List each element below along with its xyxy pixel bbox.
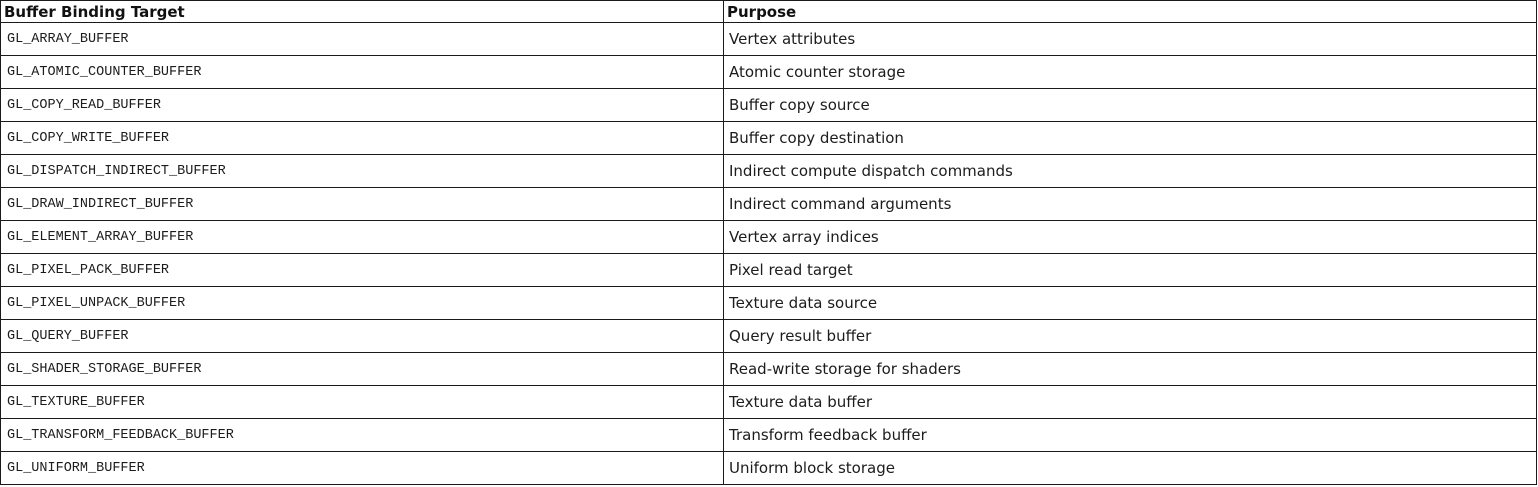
- purpose-cell: Vertex array indices: [723, 220, 1537, 254]
- binding-target-cell: GL_TRANSFORM_FEEDBACK_BUFFER: [0, 418, 724, 452]
- binding-target-cell: GL_COPY_WRITE_BUFFER: [0, 121, 724, 155]
- binding-target-cell: GL_PIXEL_UNPACK_BUFFER: [0, 286, 724, 320]
- table-header-row: Buffer Binding Target Purpose: [0, 0, 1537, 23]
- purpose-cell: Texture data source: [723, 286, 1537, 320]
- purpose-cell: Query result buffer: [723, 319, 1537, 353]
- binding-target-cell: GL_TEXTURE_BUFFER: [0, 385, 724, 419]
- table-row: GL_ATOMIC_COUNTER_BUFFER Atomic counter …: [0, 55, 1537, 89]
- table-row: GL_TRANSFORM_FEEDBACK_BUFFER Transform f…: [0, 418, 1537, 452]
- table-row: GL_DRAW_INDIRECT_BUFFER Indirect command…: [0, 187, 1537, 221]
- purpose-cell: Indirect compute dispatch commands: [723, 154, 1537, 188]
- binding-target-cell: GL_QUERY_BUFFER: [0, 319, 724, 353]
- purpose-cell: Texture data buffer: [723, 385, 1537, 419]
- table-row: GL_ARRAY_BUFFER Vertex attributes: [0, 22, 1537, 56]
- binding-target-cell: GL_ATOMIC_COUNTER_BUFFER: [0, 55, 724, 89]
- purpose-cell: Uniform block storage: [723, 451, 1537, 485]
- column-header-buffer-binding-target: Buffer Binding Target: [0, 0, 724, 23]
- table-row: GL_PIXEL_PACK_BUFFER Pixel read target: [0, 253, 1537, 287]
- table-row: GL_UNIFORM_BUFFER Uniform block storage: [0, 451, 1537, 485]
- table-row: GL_DISPATCH_INDIRECT_BUFFER Indirect com…: [0, 154, 1537, 188]
- binding-target-cell: GL_DRAW_INDIRECT_BUFFER: [0, 187, 724, 221]
- purpose-cell: Buffer copy source: [723, 88, 1537, 122]
- table-row: GL_SHADER_STORAGE_BUFFER Read-write stor…: [0, 352, 1537, 386]
- binding-target-cell: GL_DISPATCH_INDIRECT_BUFFER: [0, 154, 724, 188]
- purpose-cell: Transform feedback buffer: [723, 418, 1537, 452]
- table-row: GL_ELEMENT_ARRAY_BUFFER Vertex array ind…: [0, 220, 1537, 254]
- table-row: GL_TEXTURE_BUFFER Texture data buffer: [0, 385, 1537, 419]
- purpose-cell: Indirect command arguments: [723, 187, 1537, 221]
- table-row: GL_PIXEL_UNPACK_BUFFER Texture data sour…: [0, 286, 1537, 320]
- table-row: GL_COPY_WRITE_BUFFER Buffer copy destina…: [0, 121, 1537, 155]
- table-row: GL_QUERY_BUFFER Query result buffer: [0, 319, 1537, 353]
- purpose-cell: Pixel read target: [723, 253, 1537, 287]
- purpose-cell: Vertex attributes: [723, 22, 1537, 56]
- binding-target-cell: GL_ARRAY_BUFFER: [0, 22, 724, 56]
- purpose-cell: Atomic counter storage: [723, 55, 1537, 89]
- column-header-purpose: Purpose: [723, 0, 1537, 23]
- binding-target-cell: GL_ELEMENT_ARRAY_BUFFER: [0, 220, 724, 254]
- binding-target-cell: GL_PIXEL_PACK_BUFFER: [0, 253, 724, 287]
- purpose-cell: Buffer copy destination: [723, 121, 1537, 155]
- binding-target-cell: GL_UNIFORM_BUFFER: [0, 451, 724, 485]
- binding-target-cell: GL_SHADER_STORAGE_BUFFER: [0, 352, 724, 386]
- purpose-cell: Read-write storage for shaders: [723, 352, 1537, 386]
- binding-target-cell: GL_COPY_READ_BUFFER: [0, 88, 724, 122]
- table-row: GL_COPY_READ_BUFFER Buffer copy source: [0, 88, 1537, 122]
